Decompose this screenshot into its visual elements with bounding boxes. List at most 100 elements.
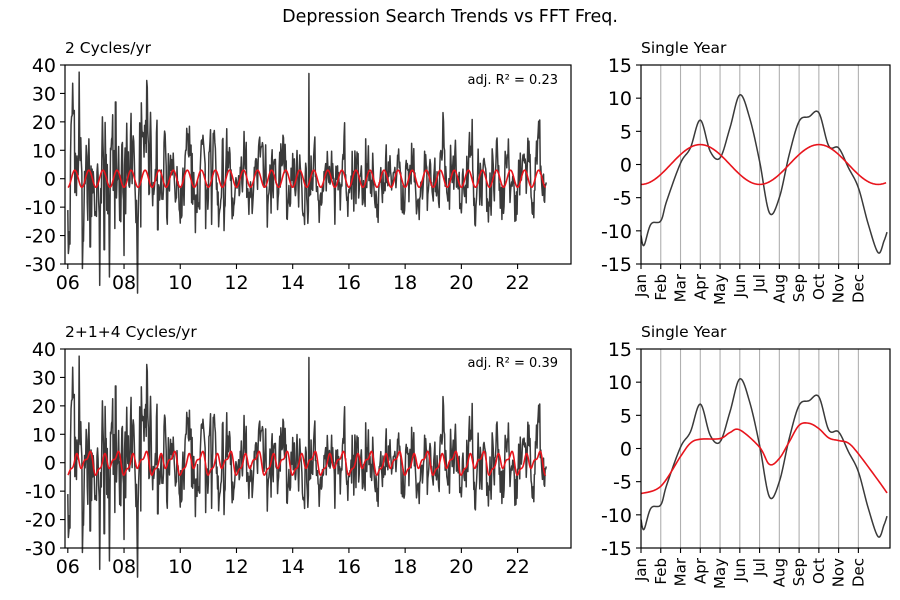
x-tick-label: 18 bbox=[393, 272, 417, 294]
fit-line bbox=[67, 169, 547, 189]
x-tick-label: 16 bbox=[337, 556, 361, 578]
panel-top-right: Single Year Jan Feb Mar Apr May Jun Jul Aug Sep O… bbox=[601, 39, 891, 305]
plot-frame bbox=[640, 348, 891, 549]
y-tick-label: -15 bbox=[601, 254, 632, 276]
x-tick-label: 20 bbox=[449, 556, 473, 578]
observed-series bbox=[640, 94, 888, 254]
x-tick-label: 14 bbox=[281, 556, 305, 578]
y-tick-label: -5 bbox=[613, 188, 632, 210]
y-tick-label: -5 bbox=[613, 472, 632, 494]
month-tick-label: Jun bbox=[731, 274, 749, 298]
observed-series bbox=[67, 71, 547, 294]
y-tick-label: 0 bbox=[620, 155, 632, 177]
y-tick-label: -10 bbox=[25, 197, 56, 219]
fit-series bbox=[67, 169, 547, 189]
month-tick-label: Mar bbox=[672, 557, 690, 586]
x-tick-label: 08 bbox=[112, 272, 136, 294]
month-tick-label: May bbox=[711, 274, 729, 305]
month-tick-label: Nov bbox=[830, 558, 848, 587]
month-tick-label: Nov bbox=[830, 274, 848, 303]
panel-top-left: 2 Cycles/yr adj. R² = 0.23 06 08 10 12 14 16 1… bbox=[25, 39, 572, 294]
x-tick-label: 10 bbox=[168, 556, 192, 578]
y-tick-label: 15 bbox=[608, 339, 632, 361]
x-tick-label: 16 bbox=[337, 272, 361, 294]
x-tick-label: 12 bbox=[224, 272, 248, 294]
y-tick-label: 10 bbox=[32, 140, 56, 162]
y-tick-label: 40 bbox=[32, 339, 56, 361]
fit-line bbox=[640, 143, 887, 186]
panel-title: 2+1+4 Cycles/yr bbox=[65, 323, 197, 341]
month-tick-label: Oct bbox=[810, 274, 828, 300]
fit-line bbox=[67, 450, 547, 476]
month-tick-label: Aug bbox=[770, 558, 788, 587]
month-tick-label: Jun bbox=[731, 558, 749, 582]
panel-title: Single Year bbox=[641, 39, 727, 57]
month-tick-label: Jul bbox=[751, 274, 769, 293]
x-tick-label: 12 bbox=[224, 556, 248, 578]
x-tick-label: 06 bbox=[56, 556, 80, 578]
month-tick-label: May bbox=[711, 558, 729, 589]
y-tick-label: 30 bbox=[32, 83, 56, 105]
plot-frame bbox=[64, 348, 572, 549]
x-tick-label: 06 bbox=[56, 272, 80, 294]
y-tick-label: -10 bbox=[601, 221, 632, 243]
panel-title: 2 Cycles/yr bbox=[65, 39, 152, 57]
plot-frame bbox=[64, 64, 572, 265]
y-tick-label: 5 bbox=[620, 405, 632, 427]
month-tick-label: Jan bbox=[632, 558, 650, 582]
observed-series bbox=[67, 355, 547, 578]
y-tick-label: -20 bbox=[25, 226, 56, 248]
x-tick-label: 10 bbox=[168, 272, 192, 294]
y-tick-label: 30 bbox=[32, 367, 56, 389]
y-tick-label: 40 bbox=[32, 55, 56, 77]
month-tick-label: Sep bbox=[790, 558, 808, 586]
x-tick-label: 22 bbox=[505, 272, 529, 294]
y-tick-label: 10 bbox=[32, 424, 56, 446]
month-tick-label: Dec bbox=[849, 558, 867, 587]
month-tick-label: Dec bbox=[849, 274, 867, 303]
y-tick-label: -15 bbox=[601, 538, 632, 560]
observed-line bbox=[640, 378, 888, 538]
panel-bottom-right: Single Year Jan Feb Mar Apr May Jun Jul Aug Sep O… bbox=[601, 323, 891, 589]
x-tick-label: 08 bbox=[112, 556, 136, 578]
fit-series bbox=[640, 422, 888, 495]
y-tick-label: 15 bbox=[608, 55, 632, 77]
panel-bottom-left: 2+1+4 Cycles/yr adj. R² = 0.39 06 08 10 12 1… bbox=[25, 323, 572, 578]
y-tick-label: 10 bbox=[608, 88, 632, 110]
observed-line bbox=[67, 355, 547, 578]
y-tick-label: -30 bbox=[25, 538, 56, 560]
x-tick-label: 20 bbox=[449, 272, 473, 294]
y-tick-label: 10 bbox=[608, 372, 632, 394]
y-tick-label: -10 bbox=[601, 505, 632, 527]
fit-line bbox=[640, 422, 888, 495]
fit-series bbox=[640, 143, 887, 186]
r2-annotation: adj. R² = 0.23 bbox=[468, 73, 558, 88]
observed-series bbox=[640, 378, 888, 538]
y-tick-label: 5 bbox=[620, 121, 632, 143]
month-tick-label: Feb bbox=[652, 274, 670, 301]
month-tick-label: Jan bbox=[632, 274, 650, 298]
y-tick-label: 20 bbox=[32, 112, 56, 134]
observed-line bbox=[640, 94, 888, 254]
month-tick-label: Mar bbox=[672, 273, 690, 302]
x-tick-label: 14 bbox=[281, 272, 305, 294]
y-tick-label: -20 bbox=[25, 510, 56, 532]
y-tick-label: -30 bbox=[25, 254, 56, 276]
month-tick-label: Sep bbox=[790, 274, 808, 302]
month-tick-label: Aug bbox=[770, 274, 788, 303]
y-tick-label: 0 bbox=[44, 453, 56, 475]
r2-annotation: adj. R² = 0.39 bbox=[468, 356, 558, 371]
month-tick-label: Apr bbox=[691, 273, 709, 300]
observed-line bbox=[67, 71, 547, 294]
month-tick-label: Jul bbox=[751, 558, 769, 577]
panel-title: Single Year bbox=[641, 323, 727, 341]
plot-frame bbox=[640, 64, 891, 265]
y-tick-label: 0 bbox=[620, 439, 632, 461]
figure-title: Depression Search Trends vs FFT Freq. bbox=[282, 7, 618, 27]
month-tick-label: Apr bbox=[691, 557, 709, 584]
y-tick-label: -10 bbox=[25, 481, 56, 503]
month-tick-label: Oct bbox=[810, 558, 828, 584]
y-tick-label: 20 bbox=[32, 396, 56, 418]
month-tick-label: Feb bbox=[652, 558, 670, 585]
